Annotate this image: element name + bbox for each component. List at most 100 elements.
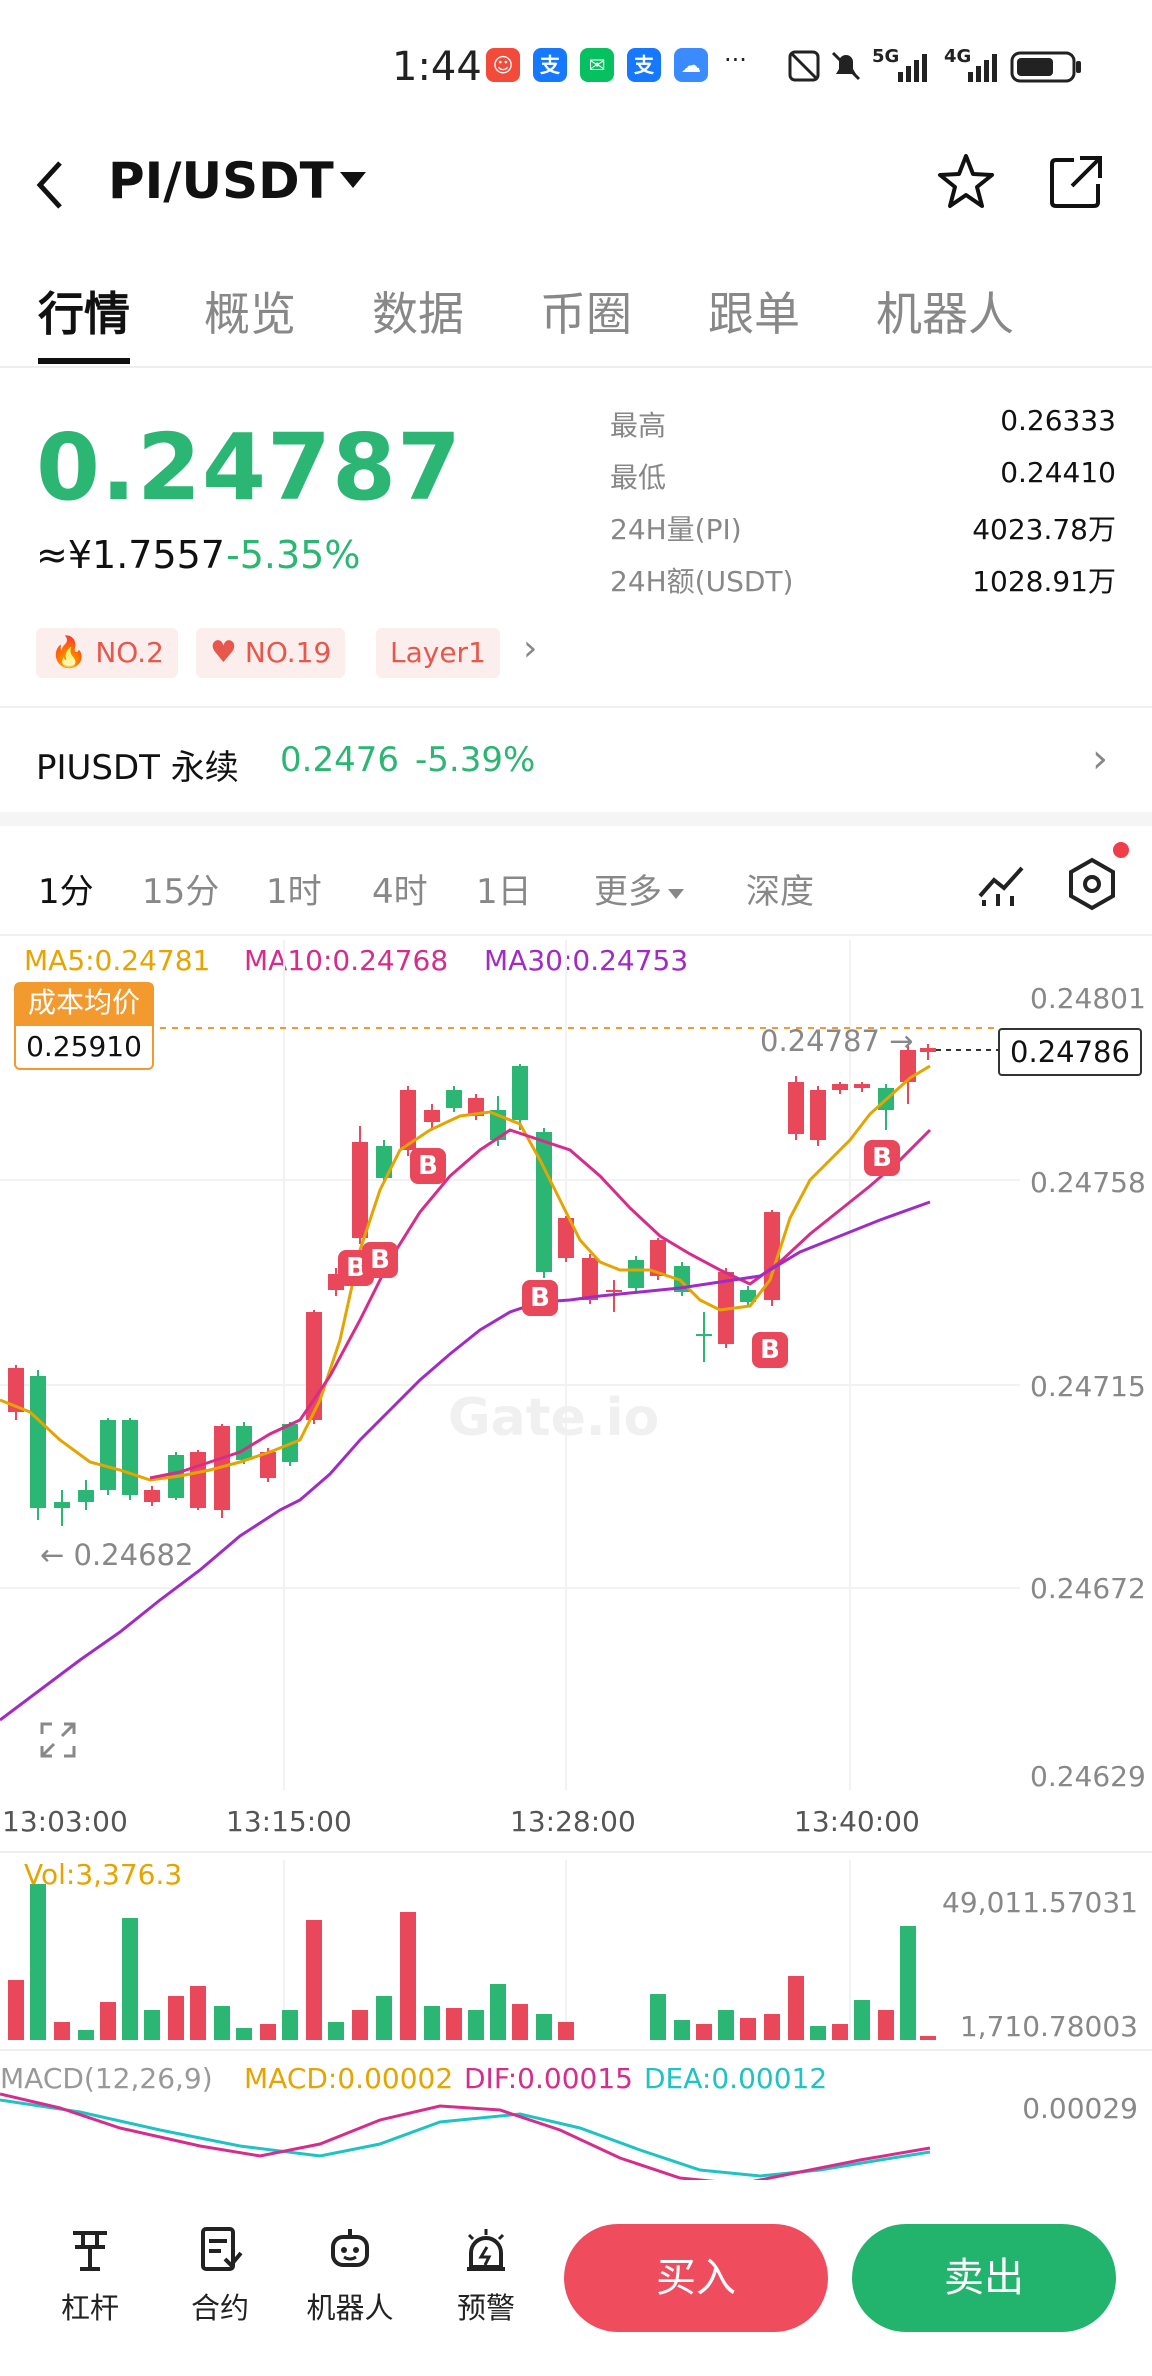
volume-bar bbox=[8, 1980, 24, 2040]
nav-bot[interactable]: 机器人 bbox=[300, 2225, 400, 2327]
cny-price: ≈¥1.7557 bbox=[36, 533, 225, 577]
rank-tag-hot[interactable]: 🔥 NO.2 bbox=[36, 628, 178, 678]
expand-fullscreen-icon[interactable] bbox=[38, 1720, 78, 1760]
candle-body bbox=[536, 1132, 552, 1272]
ma10-label: MA10:0.24768 bbox=[244, 944, 449, 977]
macd-dif: DIF:0.00015 bbox=[464, 2062, 633, 2095]
network-4g-label: 4G bbox=[944, 46, 972, 67]
nav-alert[interactable]: 预警 bbox=[436, 2225, 536, 2327]
nfc-icon bbox=[788, 50, 820, 82]
chevron-down-icon bbox=[668, 888, 684, 899]
tab-market[interactable]: 行情 bbox=[38, 287, 130, 341]
timeframe-1m[interactable]: 1分 bbox=[38, 872, 94, 912]
timeframe-4h[interactable]: 4时 bbox=[372, 872, 428, 912]
volume-bar bbox=[650, 1994, 666, 2040]
buy-marker-badge[interactable]: B bbox=[410, 1148, 446, 1184]
x-axis-label: 13:28:00 bbox=[510, 1805, 636, 1838]
settings-hexagon-icon[interactable] bbox=[1064, 856, 1120, 912]
buy-marker-badge[interactable]: B bbox=[752, 1332, 788, 1368]
volume-bar bbox=[674, 2020, 690, 2040]
candle-body bbox=[740, 1290, 756, 1302]
volume-bar bbox=[810, 2026, 826, 2040]
volume-bar bbox=[446, 2008, 462, 2040]
buy-marker-badge[interactable]: B bbox=[522, 1280, 558, 1316]
divider bbox=[0, 934, 1152, 936]
volume-bar bbox=[168, 1996, 184, 2040]
buy-button[interactable]: 买入 bbox=[564, 2224, 828, 2332]
stat-turnover-label: 24H额(USDT) bbox=[610, 565, 794, 598]
macd-value: MACD:0.00002 bbox=[244, 2062, 454, 2095]
tabs-divider bbox=[0, 366, 1152, 368]
volume-bar bbox=[282, 2010, 298, 2040]
volume-bar bbox=[490, 1984, 506, 2040]
volume-bar bbox=[536, 2014, 552, 2040]
perpetual-price: 0.2476 bbox=[280, 740, 399, 780]
rank-tag-favorite[interactable]: ♥ NO.19 bbox=[196, 628, 346, 678]
volume-bar bbox=[400, 1912, 416, 2040]
status-bar: 1:44 ☺ 支 ✉ 支 ☁ ··· 5G 4G bbox=[0, 0, 1152, 130]
volume-bar bbox=[30, 1884, 46, 2040]
volume-y-axis-max: 49,011.57031 bbox=[942, 1886, 1138, 1919]
pair-title[interactable]: PI/USDT bbox=[108, 152, 334, 210]
buy-marker-badge[interactable]: B bbox=[362, 1242, 398, 1278]
volume-bar bbox=[900, 1926, 916, 2040]
stat-high-label: 最高 bbox=[610, 409, 667, 442]
volume-bar bbox=[214, 2006, 230, 2040]
candle-body bbox=[696, 1334, 712, 1336]
cost-average-label: 成本均价 bbox=[14, 982, 154, 1024]
pair-dropdown-caret-icon[interactable] bbox=[340, 172, 366, 188]
tab-data[interactable]: 数据 bbox=[372, 287, 464, 341]
chevron-right-icon[interactable]: › bbox=[523, 628, 538, 669]
x-axis-label: 13:03:00 bbox=[2, 1805, 128, 1838]
volume-bar bbox=[328, 2022, 344, 2040]
tab-bot[interactable]: 机器人 bbox=[876, 287, 1014, 341]
candle-body bbox=[468, 1098, 484, 1116]
category-tag-layer1[interactable]: Layer1 bbox=[376, 628, 500, 678]
tab-community[interactable]: 币圈 bbox=[540, 287, 632, 341]
indicator-chart-icon[interactable] bbox=[974, 856, 1030, 912]
timeframe-1h[interactable]: 1时 bbox=[266, 872, 322, 912]
x-axis-label: 13:40:00 bbox=[794, 1805, 920, 1838]
timeframe-15m[interactable]: 15分 bbox=[142, 872, 220, 912]
timeframe-1d[interactable]: 1日 bbox=[476, 872, 532, 912]
candle-body bbox=[190, 1452, 206, 1508]
chevron-right-icon[interactable]: › bbox=[1092, 736, 1108, 782]
share-icon[interactable] bbox=[1044, 150, 1108, 214]
high-price-marker: 0.24787 → bbox=[760, 1024, 914, 1058]
price-change-percent: -5.35% bbox=[226, 533, 361, 577]
stat-volume-label: 24H量(PI) bbox=[610, 513, 742, 546]
candle-body bbox=[512, 1066, 528, 1120]
favorite-star-icon[interactable] bbox=[934, 150, 998, 214]
buy-marker-badge[interactable]: B bbox=[864, 1140, 900, 1176]
depth-tab[interactable]: 深度 bbox=[746, 872, 814, 912]
candle-body bbox=[30, 1376, 46, 1508]
ma30-line bbox=[0, 1200, 931, 1722]
candle-body bbox=[810, 1090, 826, 1140]
volume-bar bbox=[376, 1996, 392, 2040]
candlestick-chart[interactable] bbox=[0, 930, 1152, 2180]
tab-copy-trade[interactable]: 跟单 bbox=[708, 287, 800, 341]
candle-body bbox=[920, 1048, 936, 1052]
stat-volume-value: 4023.78万 bbox=[972, 513, 1116, 546]
perpetual-label[interactable]: PIUSDT 永续 bbox=[36, 748, 239, 788]
y-axis-label: 0.24715 bbox=[1030, 1370, 1146, 1403]
timeframe-more[interactable]: 更多 bbox=[594, 864, 684, 913]
candle-body bbox=[900, 1050, 916, 1082]
back-arrow-icon[interactable] bbox=[30, 155, 70, 215]
sell-button[interactable]: 卖出 bbox=[852, 2224, 1116, 2332]
candle-body bbox=[854, 1084, 870, 1088]
volume-bar bbox=[558, 2022, 574, 2040]
cost-average-marker[interactable]: 成本均价 0.25910 bbox=[14, 982, 154, 1070]
cloud-icon: ☁ bbox=[674, 48, 708, 82]
nav-futures[interactable]: 合约 bbox=[170, 2225, 270, 2327]
candle-body bbox=[650, 1240, 666, 1276]
candle-body bbox=[582, 1258, 598, 1300]
gate-watermark: Gate.io bbox=[448, 1388, 660, 1448]
volume-bar bbox=[788, 1976, 804, 2040]
nav-margin[interactable]: 杠杆 bbox=[40, 2225, 140, 2327]
ma10-line bbox=[149, 1128, 932, 1480]
volume-bar bbox=[144, 2010, 160, 2040]
y-axis-label: 0.24672 bbox=[1030, 1572, 1146, 1605]
volume-bar bbox=[832, 2024, 848, 2040]
tab-overview[interactable]: 概览 bbox=[204, 287, 296, 341]
